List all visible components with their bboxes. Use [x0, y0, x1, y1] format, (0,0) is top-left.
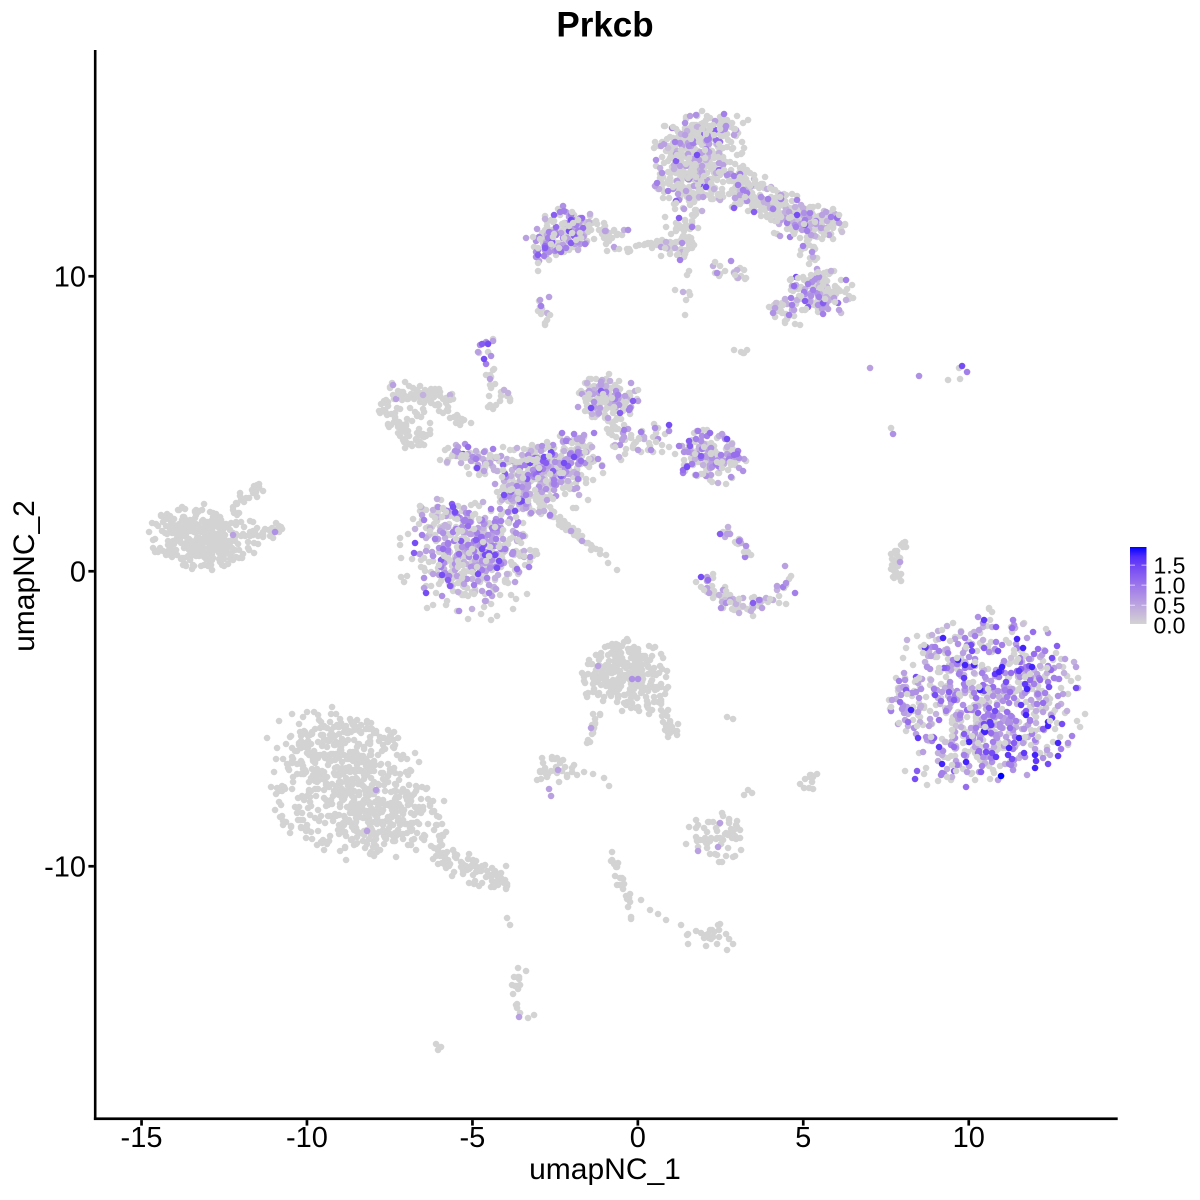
- svg-text:Prkcb: Prkcb: [556, 6, 653, 45]
- svg-text:-10: -10: [44, 852, 86, 884]
- svg-text:0: 0: [70, 557, 86, 589]
- svg-text:0: 0: [630, 1122, 646, 1154]
- svg-text:1.0: 1.0: [1154, 573, 1186, 599]
- svg-text:0.0: 0.0: [1154, 613, 1186, 639]
- svg-text:1.5: 1.5: [1154, 553, 1186, 579]
- svg-text:-5: -5: [460, 1122, 486, 1154]
- svg-text:5: 5: [795, 1122, 811, 1154]
- svg-text:umapNC_1: umapNC_1: [529, 1153, 681, 1186]
- svg-text:-15: -15: [121, 1122, 163, 1154]
- svg-text:10: 10: [54, 262, 86, 294]
- svg-text:-10: -10: [286, 1122, 328, 1154]
- svg-text:umapNC_2: umapNC_2: [8, 500, 41, 652]
- svg-text:10: 10: [953, 1122, 985, 1154]
- svg-text:0.5: 0.5: [1154, 593, 1186, 619]
